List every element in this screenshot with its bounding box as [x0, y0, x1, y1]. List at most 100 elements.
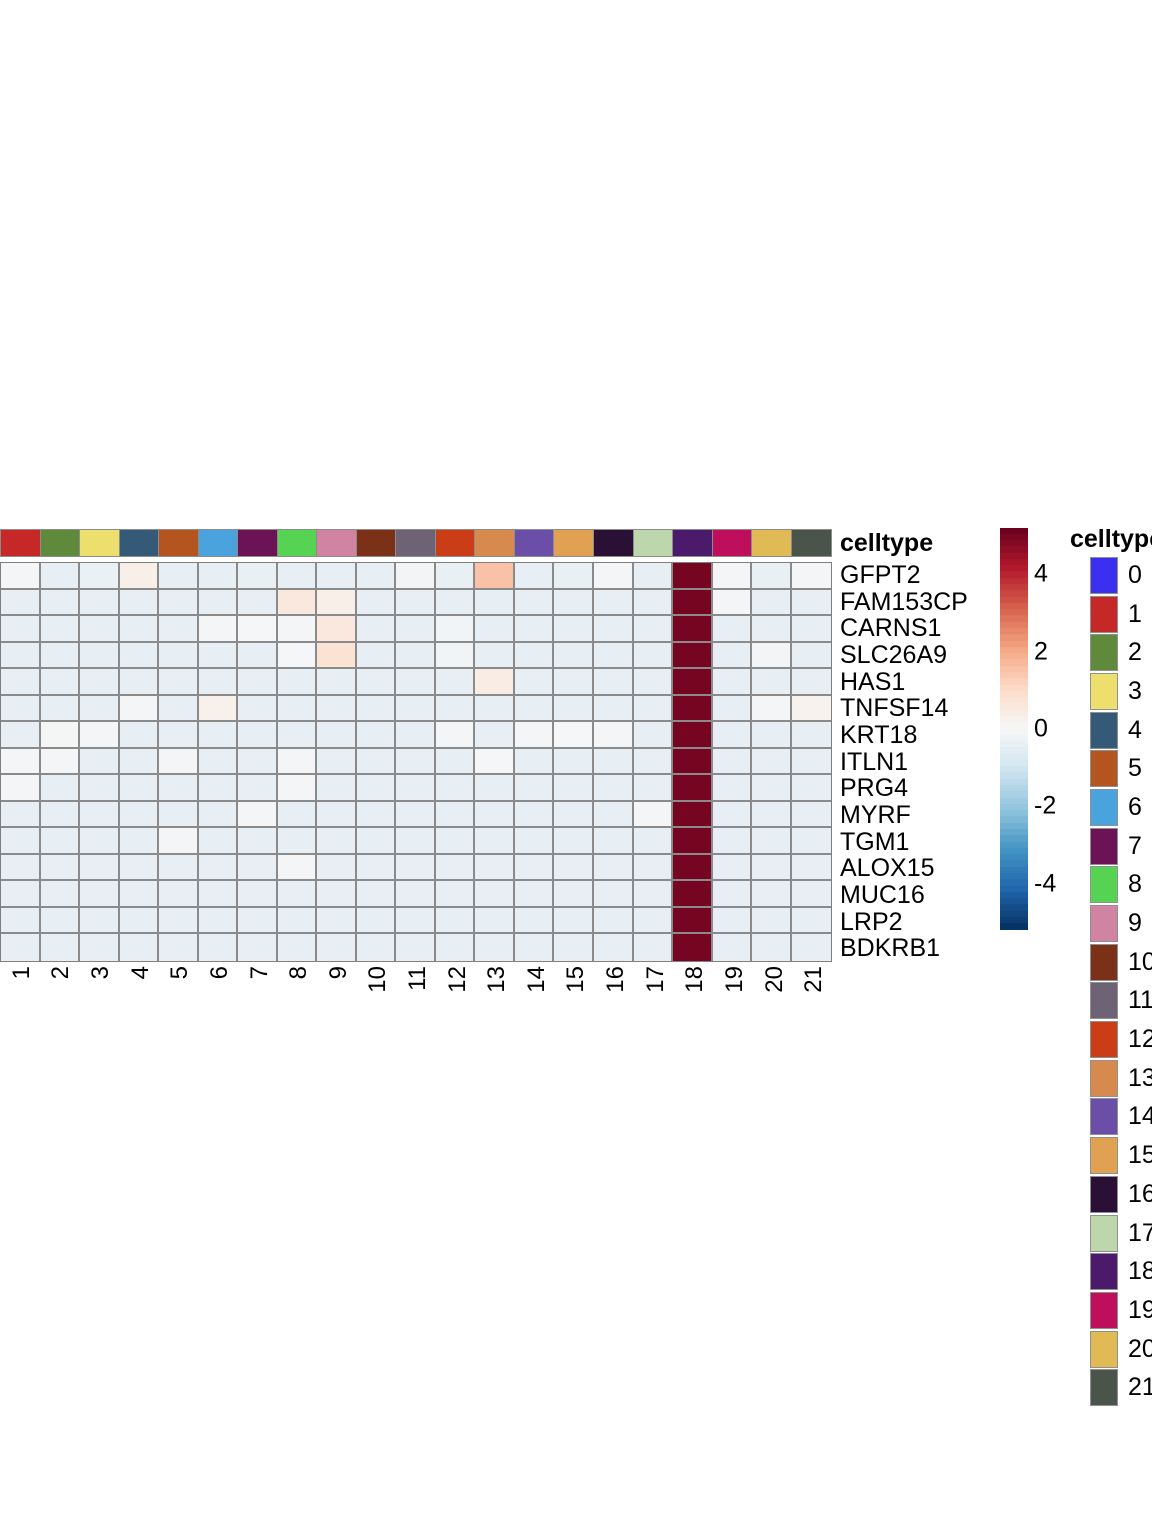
heatmap-cell: [396, 669, 436, 696]
legend-label-7: 7: [1128, 831, 1142, 860]
heatmap-cell: [80, 801, 120, 829]
heatmap-cell: [752, 642, 792, 670]
heatmap-cell: [673, 828, 713, 855]
row-label-muc16: MUC16: [840, 880, 925, 909]
legend-label-15: 15: [1128, 1141, 1152, 1170]
heatmap-cell: [238, 828, 278, 855]
celltype-annotation-bar: [0, 529, 832, 557]
heatmap-cell: [396, 748, 436, 776]
heatmap-cell: [317, 589, 357, 617]
heatmap-cell: [752, 722, 792, 749]
heatmap-cell: [1, 748, 41, 776]
heatmap-cell: [356, 563, 397, 590]
legend-item-11: 11: [1090, 982, 1152, 1021]
heatmap-cell: [1, 589, 41, 617]
heatmap-cell: [80, 695, 120, 723]
heatmap-cell: [317, 881, 357, 908]
legend-item-4: 4: [1090, 711, 1152, 750]
heatmap-row: [1, 801, 832, 829]
heatmap-cell: [159, 934, 199, 961]
heatmap-cell: [791, 907, 832, 935]
heatmap-cell: [475, 748, 515, 776]
legend-swatch-4: [1090, 711, 1118, 749]
heatmap-cell: [356, 669, 397, 696]
row-label-myrf: MYRF: [840, 800, 911, 829]
legend-label-21: 21: [1128, 1373, 1152, 1402]
heatmap-cell: [554, 801, 594, 829]
column-label-5: 5: [166, 966, 194, 980]
heatmap-cell: [317, 854, 357, 882]
legend-swatch-0: [1090, 556, 1118, 594]
heatmap-cell: [475, 722, 515, 749]
heatmap-cell: [791, 563, 832, 590]
heatmap-cell: [554, 775, 594, 802]
heatmap-row: [1, 563, 832, 590]
heatmap-cell: [475, 642, 515, 670]
heatmap-cell: [159, 616, 199, 643]
heatmap-cell: [40, 801, 81, 829]
annotation-cell-15: [554, 530, 594, 556]
heatmap-cell: [198, 642, 239, 670]
heatmap-cell: [514, 828, 555, 855]
heatmap-cell: [752, 828, 792, 855]
heatmap-cell: [435, 934, 476, 961]
heatmap-cell: [317, 669, 357, 696]
heatmap-cell: [119, 563, 160, 590]
annotation-cell-6: [198, 530, 239, 556]
legend-swatch-6: [1090, 788, 1118, 826]
heatmap-row: [1, 748, 832, 776]
heatmap-row: [1, 934, 832, 961]
heatmap-cell: [40, 669, 81, 696]
heatmap-cell: [1, 669, 41, 696]
legend-label-10: 10: [1128, 947, 1152, 976]
heatmap-cell: [40, 881, 81, 908]
heatmap-cell: [40, 775, 81, 802]
heatmap-row: [1, 828, 832, 855]
heatmap-cell: [317, 722, 357, 749]
heatmap-cell: [554, 669, 594, 696]
heatmap-cell: [475, 669, 515, 696]
heatmap-cell: [356, 907, 397, 935]
heatmap-cell: [277, 828, 318, 855]
row-label-fam153cp: FAM153CP: [840, 587, 968, 616]
colorbar-gradient: [1000, 528, 1028, 930]
heatmap-cell: [40, 589, 81, 617]
heatmap-cell: [791, 589, 832, 617]
annotation-cell-18: [673, 530, 713, 556]
heatmap-cell: [673, 748, 713, 776]
heatmap-cell: [80, 854, 120, 882]
heatmap-grid: [0, 562, 832, 962]
heatmap-cell: [1, 642, 41, 670]
heatmap-cell: [633, 563, 674, 590]
heatmap-cell: [554, 722, 594, 749]
legend-item-15: 15: [1090, 1136, 1152, 1175]
column-label-7: 7: [245, 966, 273, 980]
heatmap-cell: [514, 801, 555, 829]
heatmap-cell: [593, 616, 634, 643]
heatmap-cell: [119, 881, 160, 908]
heatmap-cell: [593, 563, 634, 590]
heatmap-cell: [554, 854, 594, 882]
heatmap-cell: [198, 589, 239, 617]
column-label-21: 21: [800, 966, 828, 993]
legend-label-2: 2: [1128, 638, 1142, 667]
heatmap-cell: [277, 669, 318, 696]
heatmap-cell: [277, 881, 318, 908]
heatmap-cell: [198, 907, 239, 935]
heatmap-cell: [198, 695, 239, 723]
heatmap-cell: [119, 669, 160, 696]
heatmap-cell: [673, 616, 713, 643]
annotation-cell-20: [752, 530, 792, 556]
heatmap-row: [1, 642, 832, 670]
column-label-6: 6: [205, 966, 233, 980]
heatmap-cell: [238, 695, 278, 723]
heatmap-cell: [435, 722, 476, 749]
legend-swatch-3: [1090, 672, 1118, 710]
legend-label-19: 19: [1128, 1295, 1152, 1324]
heatmap-row: [1, 854, 832, 882]
heatmap-cell: [712, 775, 753, 802]
annotation-cell-1: [1, 530, 41, 556]
legend-label-14: 14: [1128, 1102, 1152, 1131]
heatmap-cell: [475, 881, 515, 908]
heatmap-cell: [159, 881, 199, 908]
